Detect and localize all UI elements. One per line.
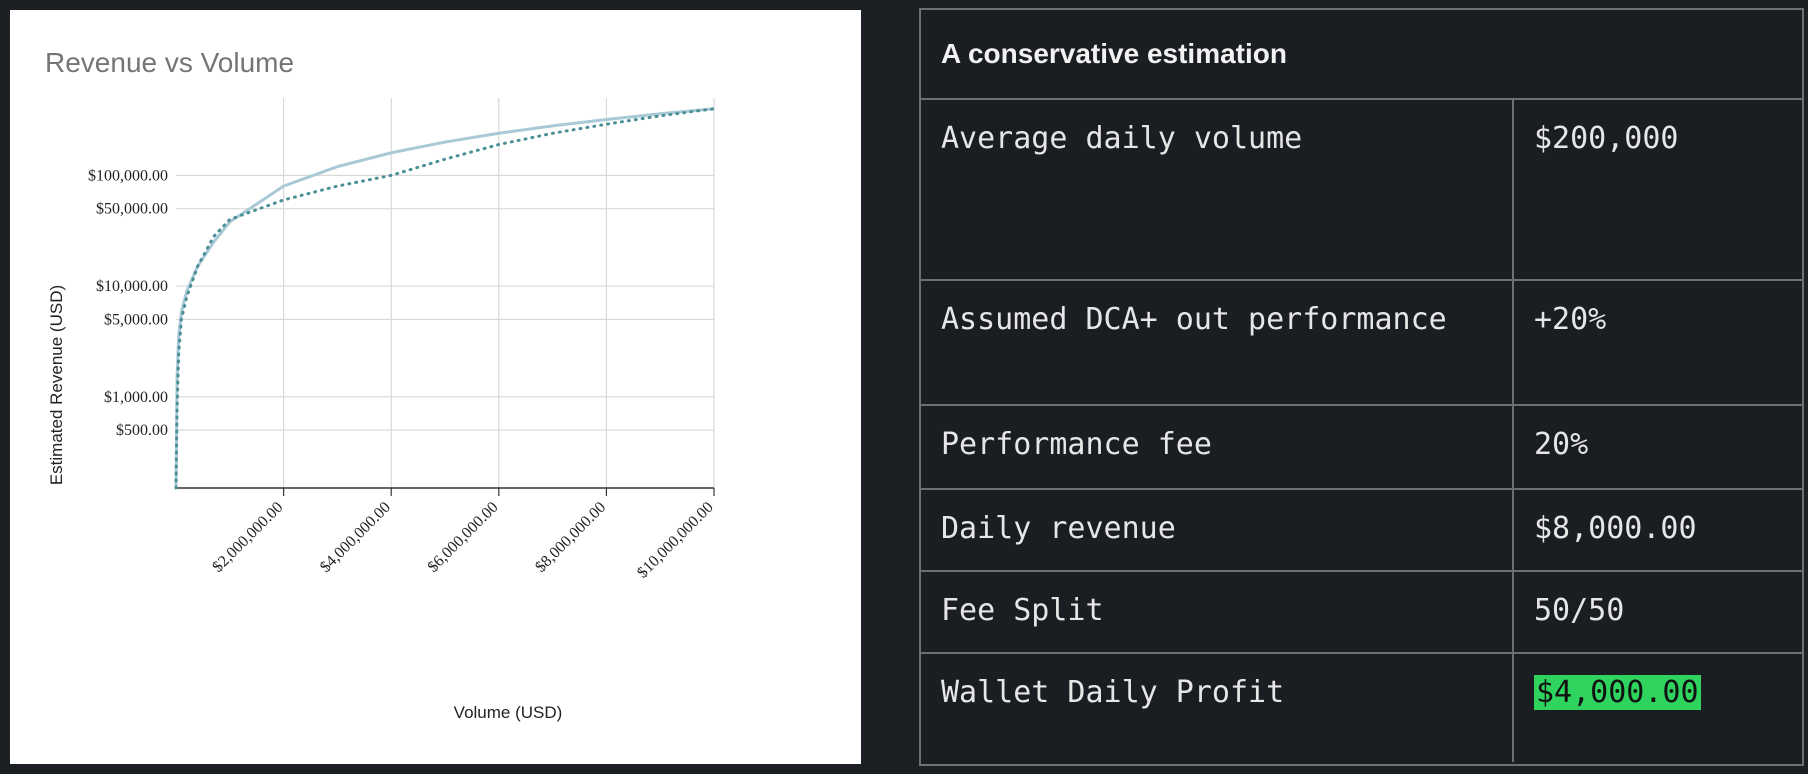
table-title: A conservative estimation — [921, 10, 1802, 100]
row-label: Average daily volume — [921, 100, 1514, 279]
table-row-dca-out-performance: Assumed DCA+ out performance +20% — [921, 281, 1802, 406]
x-axis-label: Volume (USD) — [454, 703, 563, 722]
row-value: $8,000.00 — [1534, 511, 1697, 546]
x-tick-label: $2,000,000.00 — [209, 499, 286, 576]
y-tick-label: $1,000.00 — [104, 389, 168, 406]
chart-panel: Revenue vs Volume $500.00 $1,000.00 $5,000… — [10, 10, 861, 764]
row-value: 20% — [1534, 427, 1589, 462]
chart-ticks: $500.00 $1,000.00 $5,000.00 $10,000.00 $50,0… — [88, 167, 717, 581]
series-line-dotted — [174, 107, 716, 490]
chart-series — [174, 107, 716, 490]
table-row-average-daily-volume: Average daily volume $200,000 — [921, 100, 1802, 281]
row-label: Fee Split — [921, 572, 1514, 652]
y-tick-label: $10,000.00 — [96, 278, 168, 295]
chart-grid — [176, 98, 715, 489]
revenue-volume-chart: Revenue vs Volume $500.00 $1,000.00 $5,000… — [45, 47, 717, 722]
y-tick-label: $50,000.00 — [96, 201, 168, 218]
x-tick-label: $8,000,000.00 — [532, 499, 609, 576]
x-tick-label: $4,000,000.00 — [317, 499, 394, 576]
y-tick-label: $500.00 — [116, 422, 168, 439]
row-value: 50/50 — [1534, 593, 1625, 628]
row-value: $4,000.00 — [1514, 654, 1802, 762]
row-label: Performance fee — [921, 406, 1514, 488]
table-row-daily-revenue: Daily revenue $8,000.00 — [921, 490, 1802, 572]
highlighted-profit-value: $4,000.00 — [1534, 675, 1701, 710]
y-tick-label: $100,000.00 — [88, 167, 168, 184]
chart-title: Revenue vs Volume — [45, 47, 294, 78]
series-line-solid — [174, 107, 715, 489]
x-tick-label: $10,000,000.00 — [634, 499, 717, 582]
row-value: +20% — [1534, 302, 1607, 337]
table-row-performance-fee: Performance fee 20% — [921, 406, 1802, 490]
y-axis-label: Estimated Revenue (USD) — [47, 285, 66, 485]
row-label: Assumed DCA+ out performance — [921, 281, 1514, 404]
estimation-table: A conservative estimation Average daily … — [919, 8, 1804, 766]
row-label: Daily revenue — [921, 490, 1514, 570]
row-label: Wallet Daily Profit — [921, 654, 1514, 762]
x-tick-label: $6,000,000.00 — [425, 499, 502, 576]
table-row-wallet-daily-profit: Wallet Daily Profit $4,000.00 — [921, 654, 1802, 762]
table-row-fee-split: Fee Split 50/50 — [921, 572, 1802, 654]
row-value: $200,000 — [1534, 121, 1679, 156]
y-tick-label: $5,000.00 — [104, 311, 168, 328]
